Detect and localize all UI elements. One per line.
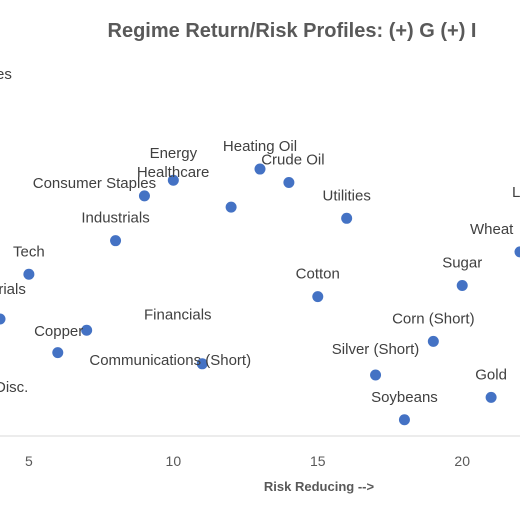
data-point bbox=[428, 336, 439, 347]
data-point bbox=[486, 392, 497, 403]
point-label: Gold bbox=[475, 366, 507, 383]
x-axis-title: Risk Reducing --> bbox=[264, 479, 375, 494]
data-point bbox=[515, 246, 520, 257]
data-point bbox=[457, 280, 468, 291]
data-point bbox=[341, 213, 352, 224]
point-label: Industrials bbox=[81, 210, 149, 227]
cropped-point-label: L bbox=[512, 184, 520, 201]
data-points bbox=[0, 164, 520, 426]
x-tick-labels: 5 10 15 20 bbox=[25, 453, 470, 469]
cropped-point-label: Disc. bbox=[0, 379, 28, 396]
point-label: Copper bbox=[34, 323, 83, 340]
point-label: Corn (Short) bbox=[392, 310, 475, 327]
x-tick-label: 20 bbox=[454, 453, 470, 469]
data-point bbox=[23, 269, 34, 280]
chart-title: Regime Return/Risk Profiles: (+) G (+) I bbox=[108, 20, 477, 42]
point-label: Energy bbox=[150, 145, 198, 162]
point-label: Financials bbox=[144, 307, 212, 324]
point-label: Cotton bbox=[296, 266, 340, 283]
data-point bbox=[312, 291, 323, 302]
x-tick-label: 15 bbox=[310, 453, 326, 469]
point-label: Utilities bbox=[322, 187, 370, 204]
point-label: Soybeans bbox=[371, 389, 438, 406]
point-label: Tech bbox=[13, 243, 45, 260]
data-point bbox=[399, 414, 410, 425]
cropped-labels: es erials Disc. L bbox=[0, 66, 520, 396]
data-point bbox=[139, 190, 150, 201]
cropped-point-label: erials bbox=[0, 281, 26, 298]
point-label: Wheat bbox=[470, 221, 514, 238]
x-tick-label: 5 bbox=[25, 453, 33, 469]
point-label: Communications (Short) bbox=[89, 352, 251, 369]
data-point bbox=[110, 235, 121, 246]
point-label: Silver (Short) bbox=[332, 341, 420, 358]
data-point bbox=[52, 347, 63, 358]
data-point bbox=[283, 177, 294, 188]
point-label: Crude Oil bbox=[261, 151, 324, 168]
x-tick-label: 10 bbox=[166, 453, 182, 469]
data-point bbox=[0, 314, 6, 325]
point-label: Sugar bbox=[442, 254, 482, 271]
data-point bbox=[370, 369, 381, 380]
data-point bbox=[226, 202, 237, 213]
cropped-point-label: es bbox=[0, 66, 12, 83]
point-label: Consumer Staples bbox=[33, 175, 156, 192]
